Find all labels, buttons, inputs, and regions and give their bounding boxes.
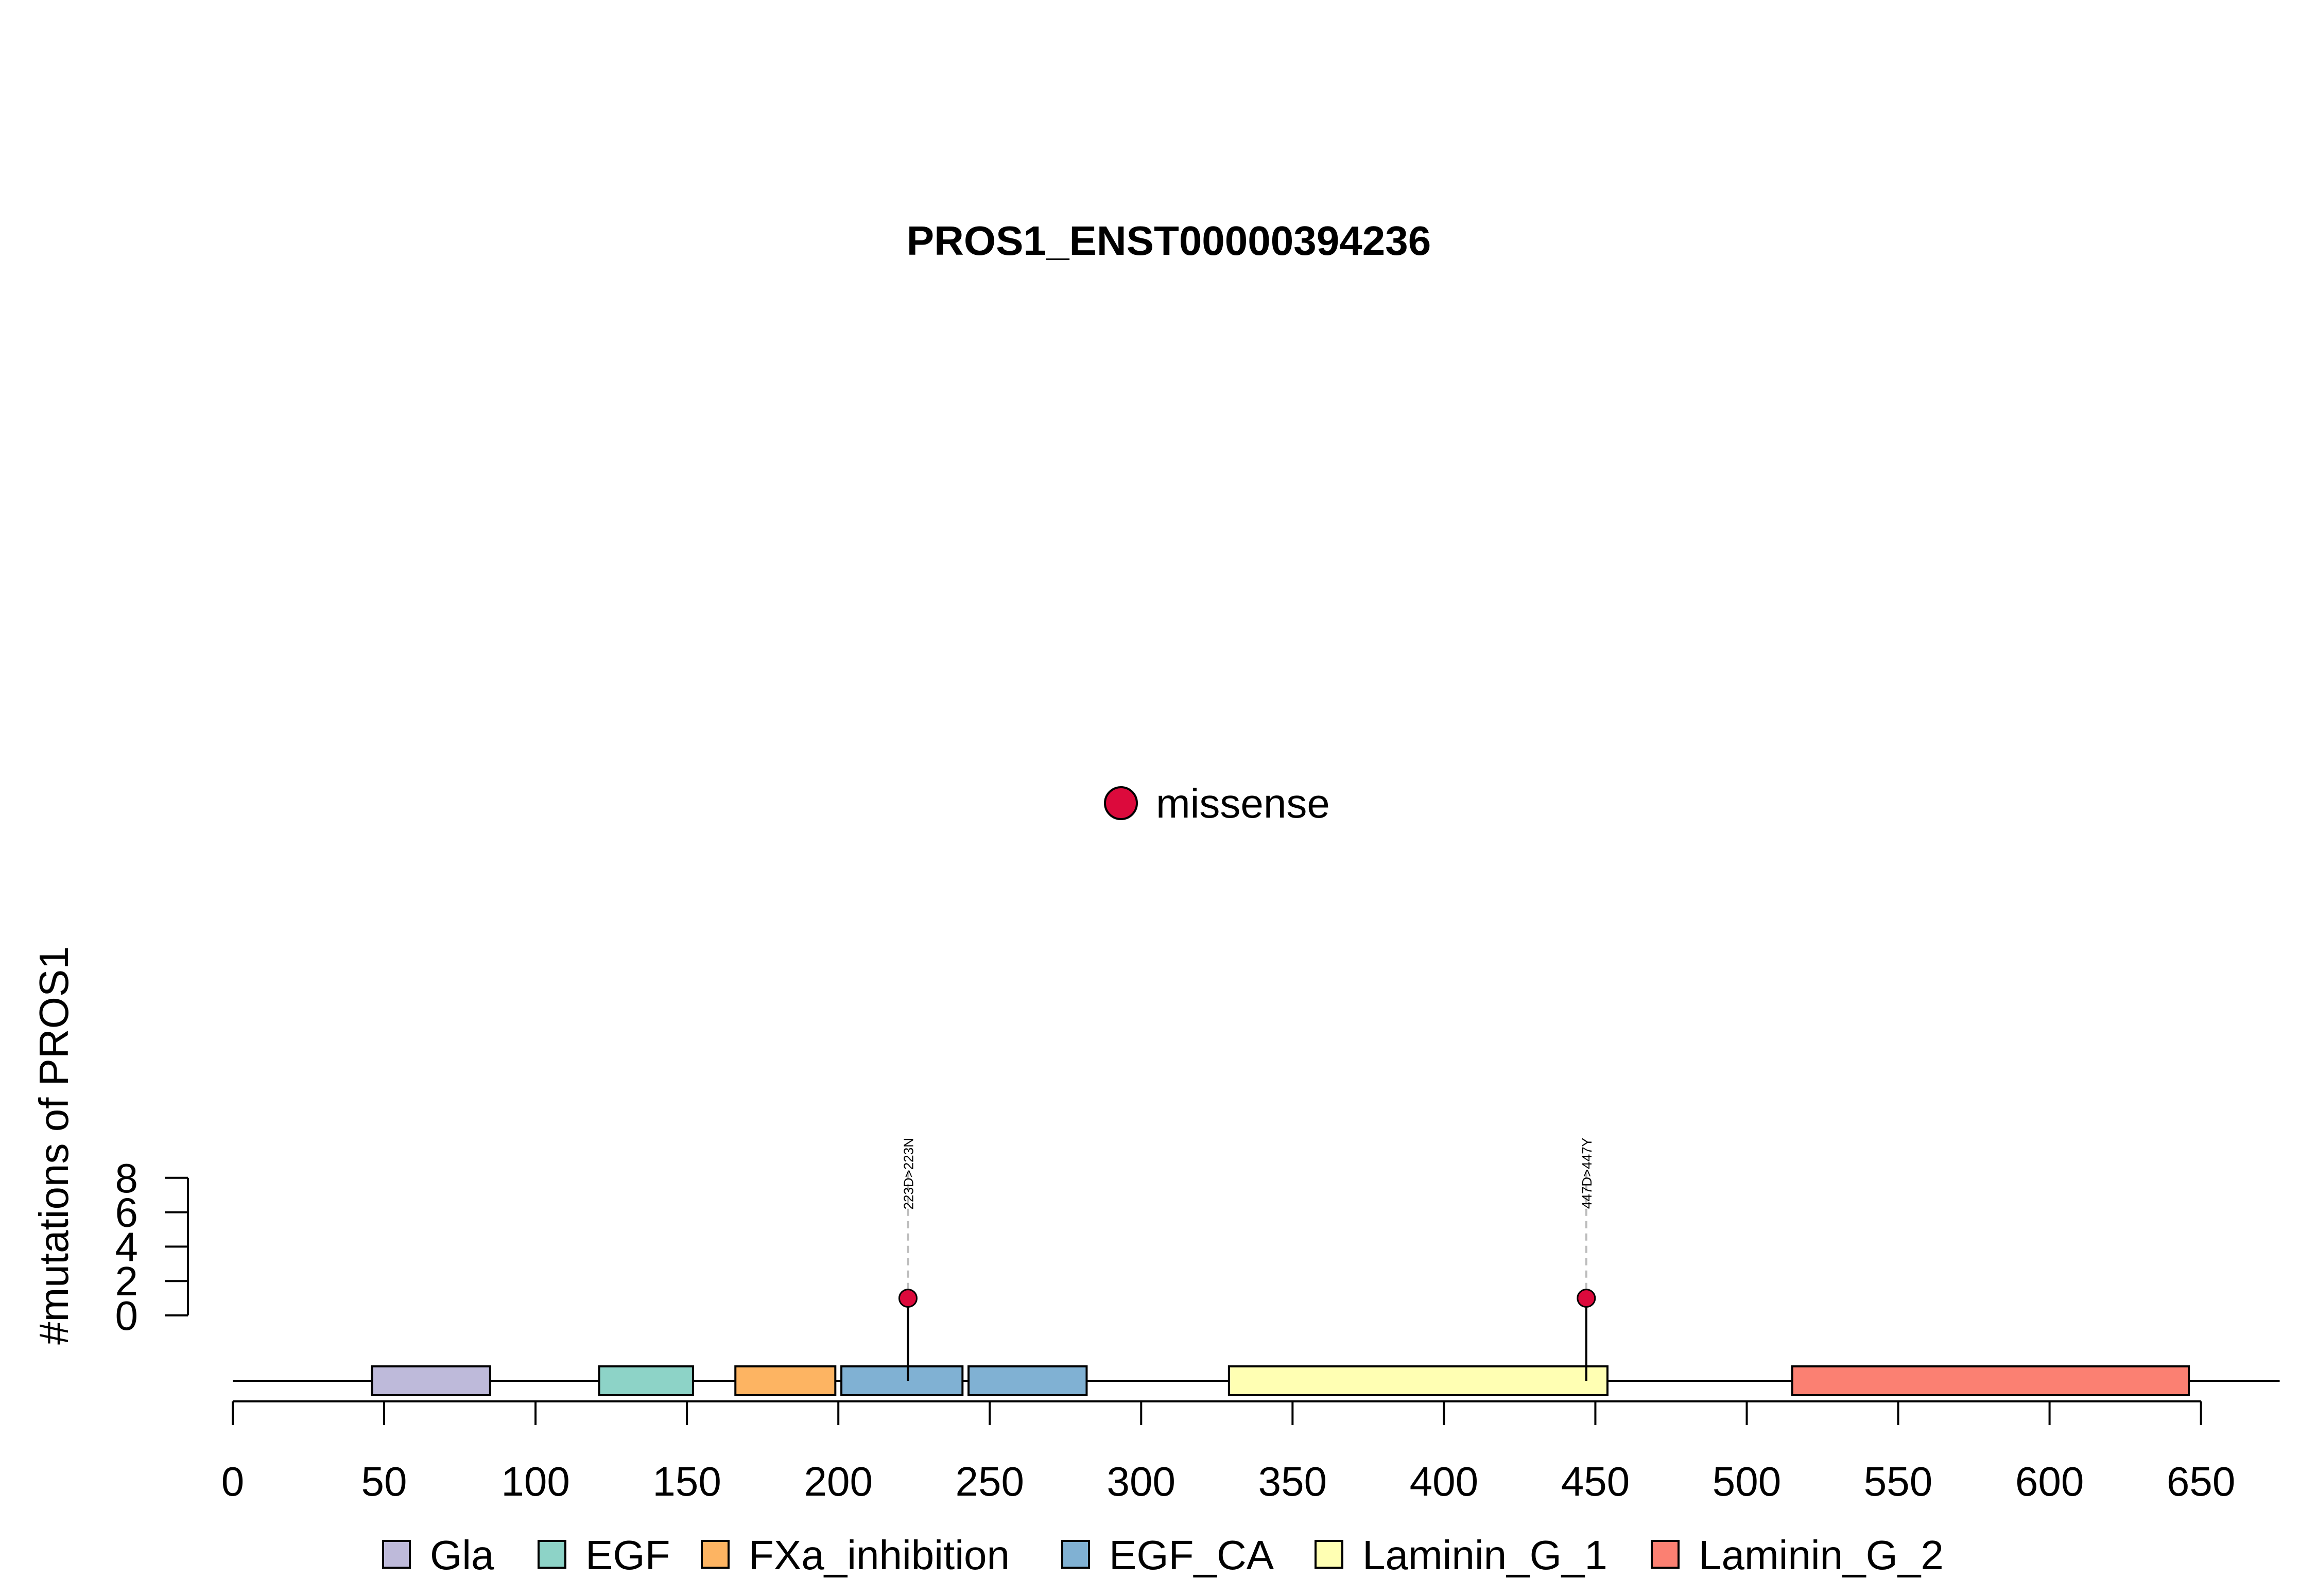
domain-fxa-inhibition (734, 1365, 837, 1396)
y-axis-label: #mutations of PROS1 (31, 946, 77, 1345)
x-tick-label: 400 (1410, 1459, 1478, 1504)
mutation-legend: missense (1104, 780, 1330, 826)
legend-label: Laminin_G_2 (1699, 1532, 1944, 1578)
x-tick-label: 550 (1864, 1459, 1932, 1504)
y-tick-label: 2 (115, 1258, 139, 1304)
domain-egf-ca (967, 1365, 1088, 1396)
legend-swatch (538, 1540, 566, 1569)
mutation-label: 447D>447Y (1579, 1138, 1595, 1209)
domain-gla (371, 1365, 491, 1396)
y-tick-label: 0 (115, 1293, 139, 1339)
x-tick-label: 150 (652, 1459, 721, 1504)
domain-egf (598, 1365, 694, 1396)
x-tick-label: 600 (2015, 1459, 2084, 1504)
mutation-lollipops: 223D>223N 447D>447Y (898, 1138, 1596, 1381)
y-tick-label: 8 (115, 1155, 139, 1201)
x-tick-label: 0 (221, 1459, 245, 1504)
legend-label: EGF_CA (1109, 1532, 1274, 1578)
x-tick-label: 200 (804, 1459, 872, 1504)
x-tick-label: 250 (956, 1459, 1024, 1504)
mutation-point (898, 1289, 918, 1308)
mutation-label: 223D>223N (901, 1138, 916, 1210)
x-tick-label: 300 (1107, 1459, 1175, 1504)
domain-laminin-g-1 (1227, 1365, 1609, 1396)
x-axis: 0 50 100 150 200 250 300 350 400 450 500 550 600 650 (221, 1400, 2235, 1504)
x-tick-label: 450 (1561, 1459, 1630, 1504)
legend-label: EGF (585, 1532, 670, 1578)
y-tick-label: 6 (115, 1190, 139, 1236)
legend-swatch (382, 1540, 411, 1569)
legend-missense-marker (1104, 786, 1138, 820)
y-tick-label: 4 (115, 1224, 139, 1270)
legend-label: FXa_inhibition (749, 1532, 1010, 1578)
legend-swatch (1061, 1540, 1090, 1569)
legend-swatch (1651, 1540, 1680, 1569)
chart-title: PROS1_ENST00000394236 (907, 218, 1431, 264)
x-tick-label: 650 (2167, 1459, 2235, 1504)
mutation-point (1577, 1289, 1596, 1308)
legend-swatch (1315, 1540, 1343, 1569)
x-tick-label: 50 (361, 1459, 407, 1504)
legend-label: Gla (430, 1532, 494, 1578)
domain-laminin-g-2 (1791, 1365, 2190, 1396)
x-tick-label: 500 (1713, 1459, 1781, 1504)
legend-missense-label: missense (1156, 780, 1330, 826)
domain-track (371, 1365, 2190, 1396)
domain-egf-ca (840, 1365, 964, 1396)
x-tick-label: 350 (1258, 1459, 1327, 1504)
domain-legend: Gla EGF FXa_inhibition EGF_CA Laminin_G_1 Lam… (382, 1532, 1944, 1578)
x-tick-label: 100 (501, 1459, 569, 1504)
legend-label: Laminin_G_1 (1362, 1532, 1607, 1578)
legend-swatch (701, 1540, 730, 1569)
